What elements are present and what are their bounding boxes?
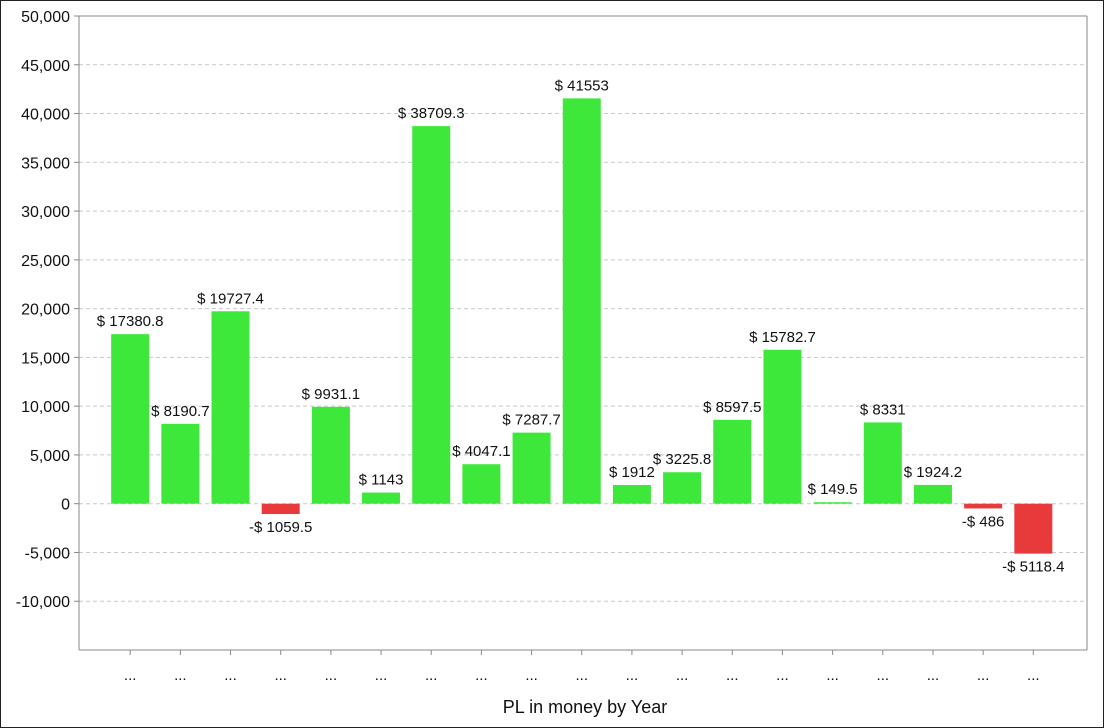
y-axis-ticks: 50,000 45,000 40,000 35,000 30,000 25,000 20,0… — [16, 9, 79, 611]
y-tick-label: 0 — [61, 497, 70, 514]
bar[interactable] — [663, 472, 702, 504]
y-tick-label: 5,000 — [30, 448, 70, 465]
x-axis-label: PL in money by Year — [503, 697, 667, 717]
x-tick-label: ... — [977, 667, 990, 684]
data-label: -$ 1059.5 — [249, 519, 312, 536]
data-label: $ 38709.3 — [398, 105, 465, 122]
bar[interactable] — [863, 422, 902, 504]
bar[interactable] — [813, 502, 852, 504]
data-label: $ 1143 — [359, 472, 404, 489]
bar[interactable] — [913, 484, 952, 504]
bar[interactable] — [562, 98, 601, 504]
x-tick-label: ... — [375, 667, 388, 684]
bar[interactable] — [763, 349, 802, 504]
x-tick-label: ... — [826, 667, 839, 684]
data-label: $ 149.5 — [808, 481, 858, 498]
y-tick-label: 35,000 — [21, 155, 70, 172]
y-tick-label: -10,000 — [16, 594, 70, 611]
data-label: -$ 486 — [962, 513, 1005, 530]
y-tick-label: 15,000 — [21, 350, 70, 367]
data-label: $ 9931.1 — [302, 386, 360, 403]
bar[interactable] — [612, 485, 651, 504]
y-tick-label: 50,000 — [21, 9, 70, 26]
bar[interactable] — [462, 464, 501, 504]
bar[interactable] — [713, 419, 752, 504]
bar[interactable] — [964, 503, 1003, 509]
x-axis-ticks: ........................................… — [124, 650, 1040, 684]
data-label: $ 1912 — [609, 464, 655, 481]
data-label: $ 8597.5 — [703, 399, 761, 416]
data-label: $ 41553 — [555, 77, 609, 94]
bar[interactable] — [1014, 503, 1053, 554]
x-tick-label: ... — [575, 667, 588, 684]
y-tick-label: 25,000 — [21, 253, 70, 270]
x-tick-label: ... — [1027, 667, 1040, 684]
data-label: $ 7287.7 — [502, 412, 560, 429]
bar[interactable] — [261, 503, 300, 515]
data-label: $ 17380.8 — [97, 313, 164, 330]
x-tick-label: ... — [626, 667, 639, 684]
x-tick-label: ... — [425, 667, 438, 684]
x-tick-label: ... — [224, 667, 237, 684]
data-label: $ 8331 — [860, 401, 906, 418]
x-tick-label: ... — [927, 667, 940, 684]
x-tick-label: ... — [525, 667, 538, 684]
bar[interactable] — [512, 432, 551, 504]
bar[interactable] — [311, 406, 350, 504]
y-tick-label: 45,000 — [21, 58, 70, 75]
data-label: $ 8190.7 — [151, 403, 209, 420]
data-label: -$ 5118.4 — [1002, 559, 1064, 576]
bar[interactable] — [211, 311, 250, 504]
y-tick-label: 20,000 — [21, 302, 70, 319]
data-label: $ 1924.2 — [904, 464, 962, 481]
data-labels: $ 17380.8 $ 8190.7 $ 19727.4 -$ 1059.5 $ 993… — [97, 77, 1065, 575]
data-label: $ 15782.7 — [749, 329, 816, 346]
y-tick-label: 30,000 — [21, 204, 70, 221]
x-tick-label: ... — [124, 667, 137, 684]
x-tick-label: ... — [325, 667, 338, 684]
y-tick-label: 40,000 — [21, 107, 70, 124]
x-tick-label: ... — [726, 667, 739, 684]
x-tick-label: ... — [274, 667, 287, 684]
data-label: $ 3225.8 — [653, 451, 711, 468]
bar[interactable] — [412, 126, 451, 504]
bars — [111, 98, 1053, 554]
data-label: $ 19727.4 — [197, 290, 264, 307]
bar[interactable] — [111, 334, 150, 504]
bar[interactable] — [362, 492, 401, 504]
y-tick-label: -5,000 — [25, 545, 70, 562]
data-label: $ 4047.1 — [452, 443, 510, 460]
x-tick-label: ... — [877, 667, 890, 684]
x-tick-label: ... — [475, 667, 488, 684]
x-tick-label: ... — [776, 667, 789, 684]
y-tick-label: 10,000 — [21, 399, 70, 416]
x-tick-label: ... — [174, 667, 187, 684]
bar[interactable] — [161, 423, 200, 504]
x-tick-label: ... — [676, 667, 689, 684]
